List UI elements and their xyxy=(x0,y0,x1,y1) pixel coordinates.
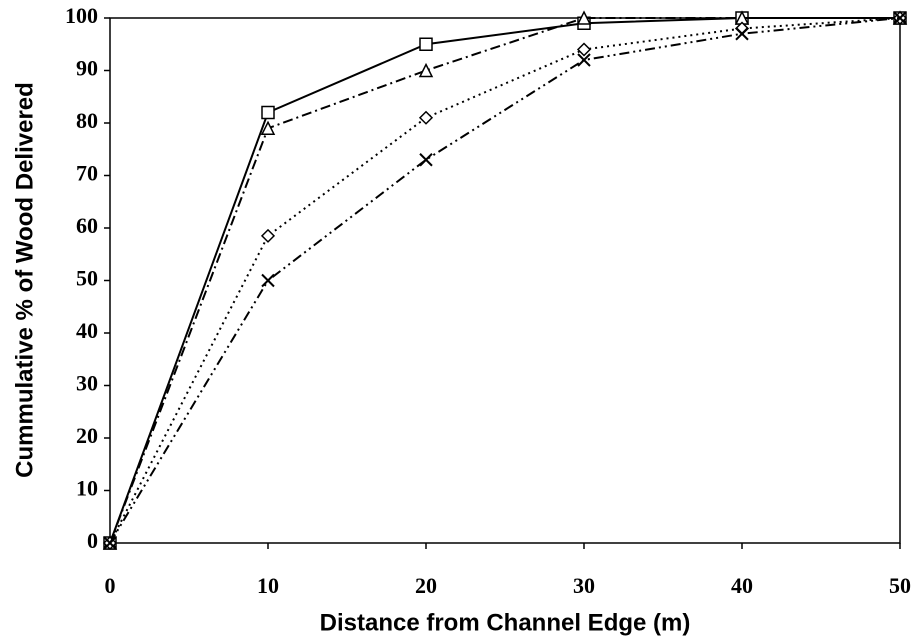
marker xyxy=(576,10,592,25)
series-line xyxy=(109,17,901,544)
marker xyxy=(418,62,434,78)
y-tick-label: 60 xyxy=(76,213,98,238)
y-tick-label: 20 xyxy=(76,423,98,448)
series-line xyxy=(109,17,900,544)
y-tick-label: 10 xyxy=(76,476,98,501)
x-tick-label: 40 xyxy=(731,573,753,598)
marker xyxy=(577,53,591,67)
marker xyxy=(261,273,275,288)
series-line xyxy=(109,17,901,544)
series-line xyxy=(109,17,900,544)
y-axis-label: Cummulative % of Wood Delivered xyxy=(11,82,38,478)
y-tick-label: 100 xyxy=(65,3,98,28)
x-tick-label: 30 xyxy=(573,573,595,598)
y-tick-label: 80 xyxy=(76,108,98,133)
x-tick-label: 10 xyxy=(257,573,279,598)
y-tick-label: 0 xyxy=(87,528,98,553)
marker xyxy=(735,27,749,41)
marker xyxy=(261,105,275,120)
marker xyxy=(893,11,907,25)
marker xyxy=(418,110,434,125)
y-tick-label: 50 xyxy=(76,266,98,291)
marker xyxy=(576,42,592,57)
x-tick-label: 20 xyxy=(415,573,437,598)
x-tick-label: 50 xyxy=(889,573,911,598)
marker xyxy=(419,153,433,167)
marker xyxy=(103,536,117,550)
marker xyxy=(260,120,276,135)
y-tick-label: 40 xyxy=(76,318,98,343)
marker xyxy=(419,37,433,51)
y-tick-label: 70 xyxy=(76,161,98,186)
y-tick-label: 90 xyxy=(76,56,98,81)
plot-frame xyxy=(109,17,901,544)
x-axis-label: Distance from Channel Edge (m) xyxy=(320,609,691,636)
y-tick-label: 30 xyxy=(76,371,98,396)
marker xyxy=(260,228,276,243)
x-tick-label: 0 xyxy=(105,573,116,598)
